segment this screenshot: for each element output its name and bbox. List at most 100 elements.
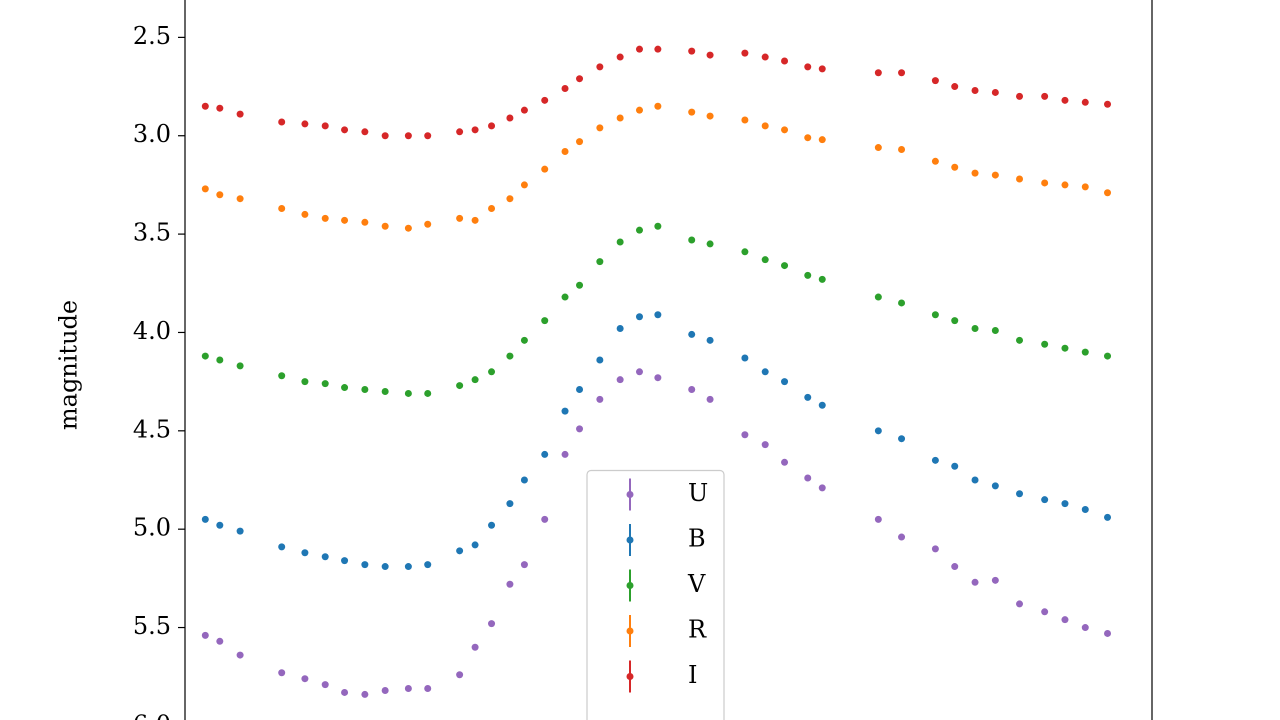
data-point xyxy=(596,258,604,266)
data-point xyxy=(635,106,643,114)
legend-marker xyxy=(626,673,634,680)
data-point xyxy=(741,49,749,57)
data-point xyxy=(688,108,696,116)
data-point xyxy=(761,53,769,61)
data-point xyxy=(706,112,714,120)
data-point xyxy=(506,500,514,508)
data-point xyxy=(404,563,412,571)
data-point xyxy=(1016,336,1024,344)
data-point xyxy=(1104,352,1112,360)
data-point xyxy=(1104,513,1112,521)
data-point xyxy=(874,515,882,523)
data-point xyxy=(818,401,826,409)
data-point xyxy=(321,122,329,130)
data-point xyxy=(488,521,496,529)
data-point xyxy=(971,86,979,94)
data-point xyxy=(898,435,906,443)
data-point xyxy=(520,181,528,189)
legend-marker xyxy=(626,627,634,635)
data-point xyxy=(1081,624,1089,632)
data-point xyxy=(616,325,624,333)
data-point xyxy=(688,47,696,55)
data-point xyxy=(1016,600,1024,608)
data-point xyxy=(216,521,224,529)
data-point xyxy=(278,118,286,126)
data-point xyxy=(874,427,882,435)
data-point xyxy=(520,336,528,344)
data-point xyxy=(471,541,479,549)
data-point xyxy=(804,474,812,482)
data-point xyxy=(596,356,604,364)
data-point xyxy=(201,631,209,639)
data-point xyxy=(1104,100,1112,108)
data-point xyxy=(488,620,496,628)
data-point xyxy=(971,169,979,177)
data-point xyxy=(488,368,496,376)
data-point xyxy=(236,195,244,203)
data-point xyxy=(424,561,432,569)
data-point xyxy=(706,51,714,59)
data-point xyxy=(506,114,514,122)
data-point xyxy=(635,226,643,234)
data-point xyxy=(951,563,959,571)
data-point xyxy=(361,386,369,394)
data-point xyxy=(931,456,939,464)
legend-marker xyxy=(626,582,634,589)
data-point xyxy=(341,216,349,224)
data-point xyxy=(781,378,789,386)
data-point xyxy=(1041,340,1049,348)
data-point xyxy=(381,387,389,395)
data-point xyxy=(951,462,959,470)
data-point xyxy=(741,116,749,124)
data-point xyxy=(931,77,939,85)
y-tick-label: 5.5 xyxy=(133,612,171,640)
data-point xyxy=(321,553,329,561)
data-point xyxy=(991,482,999,490)
data-point xyxy=(688,386,696,394)
data-point xyxy=(201,102,209,110)
data-point xyxy=(804,63,812,71)
data-point xyxy=(616,114,624,122)
data-point xyxy=(804,393,812,401)
data-point xyxy=(278,205,286,213)
data-point xyxy=(404,685,412,693)
y-tick-label: 2.5 xyxy=(133,22,171,50)
data-point xyxy=(424,220,432,228)
data-point xyxy=(654,102,662,110)
data-point xyxy=(1041,496,1049,504)
data-point xyxy=(931,545,939,553)
legend-box xyxy=(586,469,725,720)
y-tick-label: 4.0 xyxy=(133,317,171,345)
data-point xyxy=(898,299,906,307)
data-point xyxy=(301,675,309,683)
data-point xyxy=(898,533,906,541)
data-point xyxy=(236,527,244,535)
data-point xyxy=(506,352,514,360)
data-point xyxy=(1061,500,1069,508)
data-point xyxy=(1104,189,1112,197)
data-point xyxy=(706,395,714,403)
data-point xyxy=(361,218,369,226)
data-point xyxy=(741,248,749,256)
data-point xyxy=(576,425,584,433)
data-point xyxy=(381,132,389,140)
data-point xyxy=(818,136,826,144)
data-point xyxy=(818,484,826,492)
data-point xyxy=(874,144,882,152)
data-point xyxy=(471,643,479,651)
data-point xyxy=(1081,348,1089,356)
data-point xyxy=(971,325,979,333)
data-point xyxy=(278,543,286,551)
data-point xyxy=(321,380,329,388)
data-point xyxy=(561,85,569,93)
data-point xyxy=(931,157,939,165)
data-point xyxy=(216,191,224,199)
data-point xyxy=(541,450,549,458)
data-point xyxy=(1061,344,1069,352)
data-point xyxy=(321,214,329,222)
data-point xyxy=(688,236,696,244)
data-point xyxy=(991,576,999,584)
data-point xyxy=(456,128,464,136)
data-point xyxy=(404,389,412,397)
data-point xyxy=(424,132,432,140)
